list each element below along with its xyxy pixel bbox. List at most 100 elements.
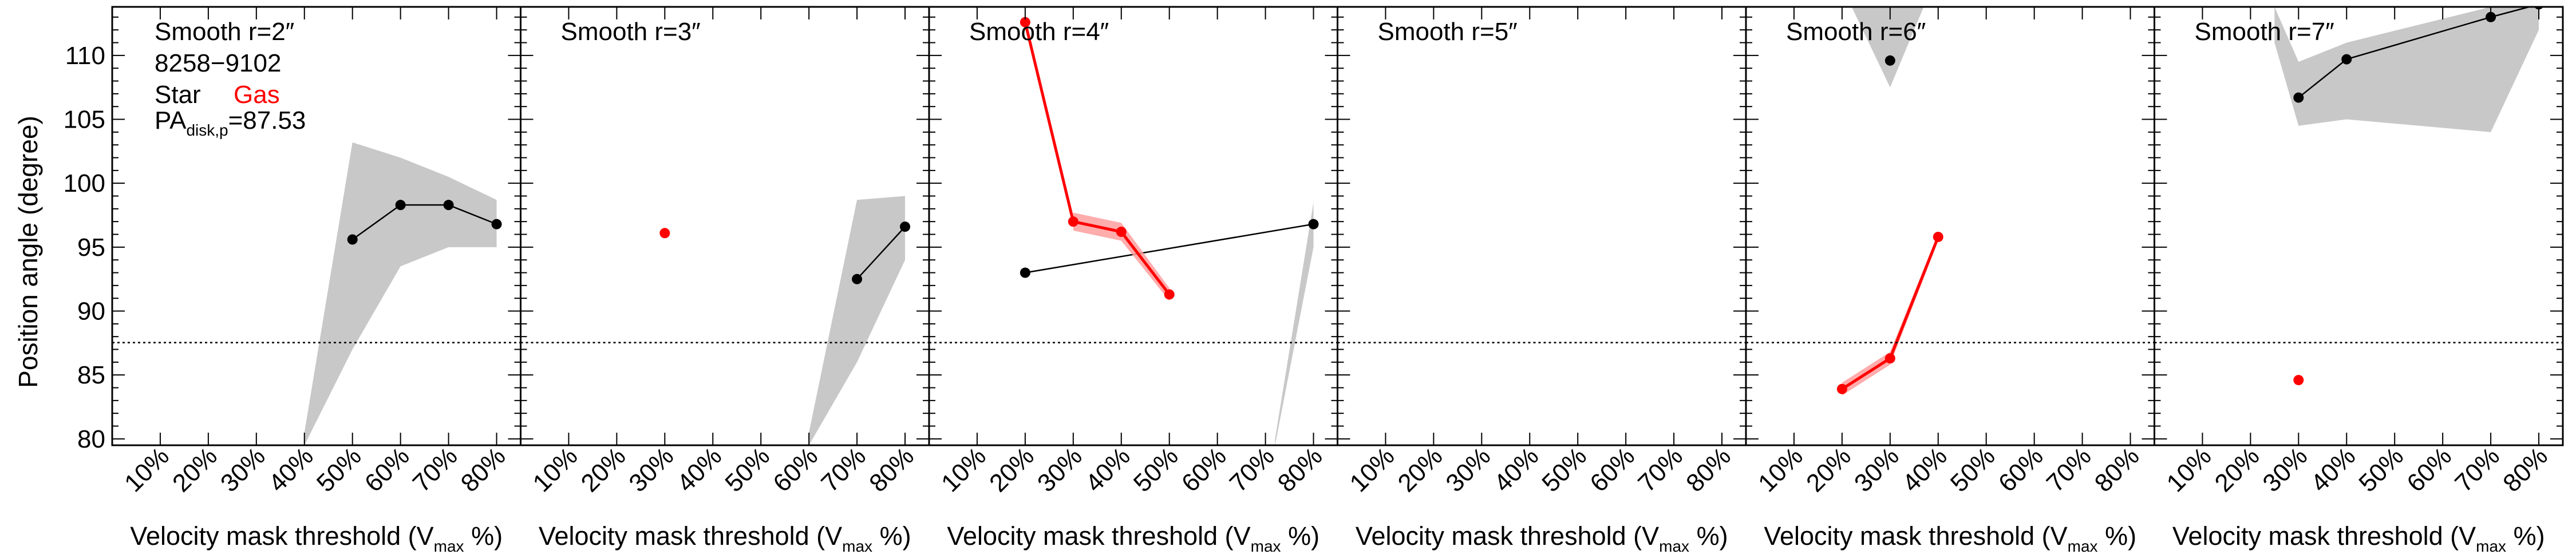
x-tick-label: 30% <box>1440 442 1496 497</box>
x-tick-label: 50% <box>720 442 775 497</box>
star-series-line <box>351 204 497 240</box>
y-tick-label: 90 <box>77 298 105 326</box>
pa-label-sub: disk,p <box>186 121 228 139</box>
x-axis-label-main: Velocity mask threshold (V <box>947 521 1250 551</box>
x-tick-label: 40% <box>1488 442 1544 497</box>
gas-data-point <box>1116 227 1127 238</box>
x-tick-label: 50% <box>1128 442 1184 497</box>
x-axis-label-end: %) <box>1281 521 1320 551</box>
x-tick-label: 40% <box>263 442 319 497</box>
x-tick-label: 40% <box>671 442 727 497</box>
star-series-line <box>856 226 906 280</box>
star-uncertainty-band <box>809 196 906 445</box>
gas-data-point <box>1884 353 1895 364</box>
x-tick-label: 10% <box>1345 442 1400 497</box>
x-axis-label-sub: max <box>1251 537 1281 555</box>
gas-data-point <box>1933 231 1943 242</box>
pa-label-main: PA <box>155 106 187 134</box>
chart-panels: 8085909510010511010%20%30%40%50%60%70%80… <box>64 6 2564 555</box>
plot-area <box>2274 7 2543 386</box>
panel-6: 10%20%30%40%50%60%70%80% Smooth r=7″ Veloc… <box>2154 6 2564 555</box>
x-axis-label-main: Velocity mask threshold (V <box>1764 521 2067 551</box>
gas-data-point <box>2293 375 2304 386</box>
panel-title: Smooth r=4″ <box>969 18 1109 46</box>
star-data-point <box>491 219 502 229</box>
pa-label-value: =87.53 <box>228 106 306 134</box>
gas-series-line <box>1024 22 1171 295</box>
x-tick-label: 10% <box>936 442 991 497</box>
x-tick-label: 50% <box>2353 442 2409 497</box>
x-tick-label: 60% <box>1585 442 1640 497</box>
panel-title: Smooth r=7″ <box>2195 18 2334 46</box>
x-tick-label: 20% <box>576 442 631 497</box>
legend-star-label: Star <box>155 81 201 109</box>
x-axis-label: Velocity mask threshold (Vmax %) <box>130 521 503 555</box>
panel-title: Smooth r=2″ <box>155 18 294 46</box>
panel-4: 10%20%30%40%50%60%70%80% Smooth r=5″ Veloc… <box>1337 6 1747 555</box>
x-axis-label-sub: max <box>2068 537 2098 555</box>
x-axis-label-end: %) <box>1689 521 1728 551</box>
x-axis-label: Velocity mask threshold (Vmax %) <box>1764 521 2136 555</box>
x-axis-label: Velocity mask threshold (Vmax %) <box>947 521 1319 555</box>
axes-frame <box>928 6 1338 446</box>
panel-title: Smooth r=5″ <box>1378 18 1518 46</box>
panel-title: Smooth r=6″ <box>1786 18 1926 46</box>
y-tick-label: 110 <box>65 42 105 70</box>
plot-area <box>1020 17 1319 445</box>
x-tick-label: 20% <box>1393 442 1448 497</box>
x-axis-label-sub: max <box>434 537 464 555</box>
axes-frame <box>1745 6 2155 446</box>
gas-data-point <box>1836 383 1847 394</box>
star-data-point <box>900 221 911 232</box>
y-axis-label: Position angle (degree) <box>13 116 43 388</box>
star-uncertainty-band <box>1275 202 1314 445</box>
star-data-point <box>443 200 454 211</box>
star-data-point <box>1020 267 1030 278</box>
x-axis-label-end: %) <box>2506 521 2545 551</box>
x-tick-label: 30% <box>2257 442 2313 497</box>
x-axis-label-end: %) <box>2098 521 2137 551</box>
plot-area <box>1836 7 1943 395</box>
y-tick-label: 85 <box>77 361 105 389</box>
x-tick-label: 20% <box>2210 442 2265 497</box>
x-tick-label: 40% <box>2305 442 2361 497</box>
x-tick-label: 70% <box>816 442 871 497</box>
panel-title: Smooth r=3″ <box>561 18 701 46</box>
legend-gas-label: Gas <box>234 81 280 109</box>
panel-2: 10%20%30%40%50%60%70%80% Smooth r=3″ Veloc… <box>520 6 930 555</box>
x-axis-label-end: %) <box>872 521 911 551</box>
star-data-point <box>852 274 863 284</box>
x-axis-label: Velocity mask threshold (Vmax %) <box>2172 521 2545 555</box>
x-tick-label: 80% <box>2089 442 2145 497</box>
y-tick-label: 95 <box>77 234 105 262</box>
y-tick-label: 80 <box>77 425 105 453</box>
x-axis-label-main: Velocity mask threshold (V <box>539 521 842 551</box>
x-tick-label: 30% <box>623 442 679 497</box>
star-data-point <box>395 200 406 211</box>
star-uncertainty-band <box>304 142 497 445</box>
x-tick-label: 10% <box>528 442 583 497</box>
gas-data-point <box>1164 289 1175 300</box>
x-tick-label: 80% <box>1273 442 1328 497</box>
star-data-point <box>1308 219 1319 229</box>
x-tick-label: 80% <box>864 442 919 497</box>
panel-3: 10%20%30%40%50%60%70%80% Smooth r=4″ Veloc… <box>928 6 1338 555</box>
star-uncertainty-band <box>2274 7 2539 132</box>
gas-data-point <box>659 228 670 239</box>
x-axis-label-end: %) <box>464 521 503 551</box>
panel-1: 80 85 90 95 100 105 110 10%20%30%40%50%60%70%80… <box>64 6 521 555</box>
x-tick-label: 60% <box>768 442 823 497</box>
gas-uncertainty-band <box>1073 212 1170 301</box>
star-uncertainty-band <box>1851 7 1924 88</box>
star-data-point <box>2341 54 2352 65</box>
x-tick-label: 50% <box>1945 442 2001 497</box>
x-tick-label: 40% <box>1897 442 1953 497</box>
gas-data-point <box>1068 216 1078 227</box>
x-axis-label: Velocity mask threshold (Vmax %) <box>1356 521 1728 555</box>
x-axis-label-main: Velocity mask threshold (V <box>2172 521 2476 551</box>
x-tick-label: 20% <box>167 442 223 497</box>
star-data-point <box>347 234 358 245</box>
x-tick-label: 10% <box>2162 442 2217 497</box>
x-tick-label: 40% <box>1080 442 1136 497</box>
